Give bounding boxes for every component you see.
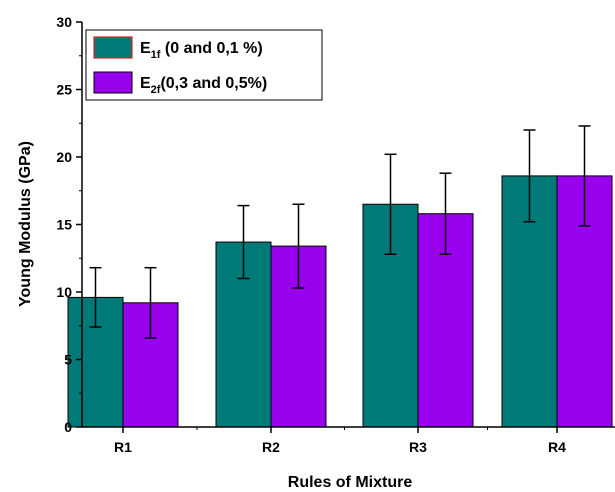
legend-swatch-series-1 [93, 36, 133, 59]
y-tick-label-20: 20 [56, 149, 72, 165]
y-tick-label-30: 30 [56, 14, 72, 30]
error-bar-r4-series-1 [523, 129, 536, 223]
y-tick-label-15: 15 [56, 217, 72, 233]
ticks-layer: 0 5 10 15 20 25 30 R1 R2 R3 R4 [56, 14, 566, 455]
legend-label-series-2: E2f(0,3 and 0,5%) [140, 75, 267, 96]
y-tick-label-5: 5 [64, 352, 72, 368]
error-bar-r4-series-2 [578, 125, 591, 227]
y-tick-label-25: 25 [56, 82, 72, 98]
x-tick-label-r1: R1 [114, 439, 132, 455]
x-tick-label-r3: R3 [409, 439, 427, 455]
error-bar-r2-series-1 [237, 204, 250, 280]
error-bar-r3-series-1 [384, 153, 397, 255]
y-tick-label-10: 10 [56, 284, 72, 300]
legend-swatch-series-2 [93, 71, 133, 94]
y-tick-label-0: 0 [64, 419, 72, 435]
x-tick-label-r4: R4 [548, 439, 566, 455]
legend: E1f (0 and 0,1 %) E2f(0,3 and 0,5%) [85, 29, 323, 101]
legend-label-series-1: E1f (0 and 0,1 %) [140, 40, 263, 61]
error-bar-r1-series-2 [144, 266, 157, 339]
error-bars-layer [89, 125, 591, 339]
x-axis-title: Rules of Mixture [288, 474, 413, 491]
error-bar-r3-series-2 [439, 172, 452, 255]
bars-layer [67, 175, 613, 428]
x-tick-label-r2: R2 [262, 439, 280, 455]
error-bar-r2-series-2 [292, 203, 305, 289]
error-bar-r1-series-1 [89, 266, 102, 328]
y-axis-title: Young Modulus (GPa) [17, 141, 34, 307]
